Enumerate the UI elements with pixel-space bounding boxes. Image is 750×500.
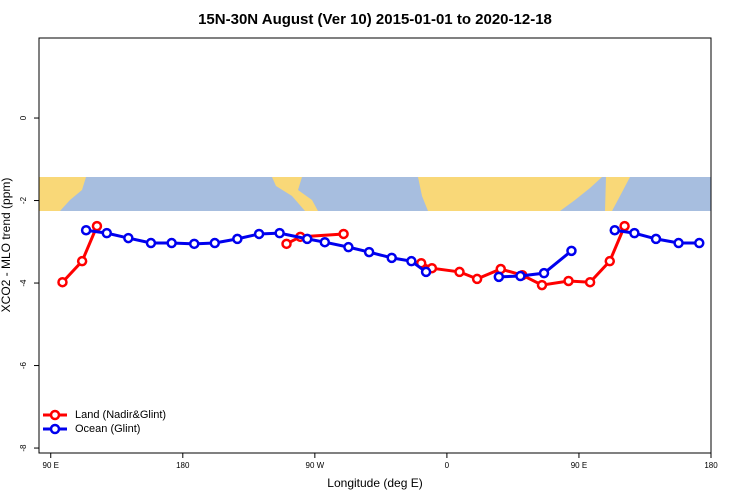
y-axis-label: XCO2 - MLO trend (ppm) bbox=[0, 178, 13, 313]
point bbox=[694, 237, 705, 249]
point bbox=[363, 246, 375, 258]
point bbox=[650, 233, 662, 245]
legend-label: Ocean (Glint) bbox=[75, 423, 140, 435]
point bbox=[166, 237, 177, 249]
point bbox=[538, 267, 550, 279]
y-tick-label: -2 bbox=[19, 196, 28, 204]
point bbox=[584, 276, 596, 288]
point bbox=[493, 271, 505, 283]
y-tick-label: -4 bbox=[19, 279, 28, 287]
map-band bbox=[39, 177, 711, 211]
point bbox=[563, 275, 574, 287]
point bbox=[91, 220, 103, 232]
legend-label: Land (Nadir&Glint) bbox=[75, 409, 166, 421]
point bbox=[145, 237, 157, 249]
legend-marker bbox=[49, 423, 61, 435]
y-tick-label: -6 bbox=[19, 361, 28, 369]
point bbox=[406, 255, 417, 267]
x-tick-label: 90 E bbox=[43, 461, 59, 470]
point bbox=[101, 227, 113, 239]
x-tick-label: 180 bbox=[176, 461, 190, 470]
point bbox=[604, 255, 616, 267]
x-tick-label: 0 bbox=[445, 461, 450, 470]
point bbox=[386, 252, 397, 264]
point bbox=[536, 279, 548, 291]
point bbox=[209, 237, 221, 249]
x-axis-label: Longitude (deg E) bbox=[327, 476, 422, 490]
point bbox=[57, 276, 68, 288]
point bbox=[301, 233, 313, 245]
point bbox=[515, 270, 526, 282]
point bbox=[619, 220, 630, 232]
point bbox=[80, 224, 92, 236]
x-tick-label: 90 E bbox=[571, 461, 587, 470]
point bbox=[471, 273, 483, 285]
point bbox=[454, 266, 465, 278]
point bbox=[609, 224, 620, 236]
point bbox=[343, 241, 354, 253]
point bbox=[281, 238, 292, 250]
point bbox=[232, 233, 243, 245]
point bbox=[274, 227, 285, 239]
y-tick-label: -8 bbox=[19, 444, 28, 452]
chart-title: 15N-30N August (Ver 10) 2015-01-01 to 20… bbox=[198, 11, 552, 28]
point bbox=[76, 255, 88, 267]
point bbox=[319, 236, 331, 248]
point bbox=[420, 266, 432, 278]
point bbox=[338, 228, 349, 240]
legend-marker bbox=[49, 409, 61, 421]
point bbox=[673, 237, 684, 249]
point bbox=[253, 228, 265, 240]
point bbox=[188, 238, 200, 250]
point bbox=[629, 227, 640, 239]
x-tick-label: 180 bbox=[704, 461, 718, 470]
y-tick-label: 0 bbox=[19, 115, 28, 120]
x-tick-label: 90 W bbox=[306, 461, 325, 470]
point bbox=[123, 232, 134, 244]
point bbox=[566, 245, 577, 257]
plot-frame bbox=[38, 37, 712, 454]
